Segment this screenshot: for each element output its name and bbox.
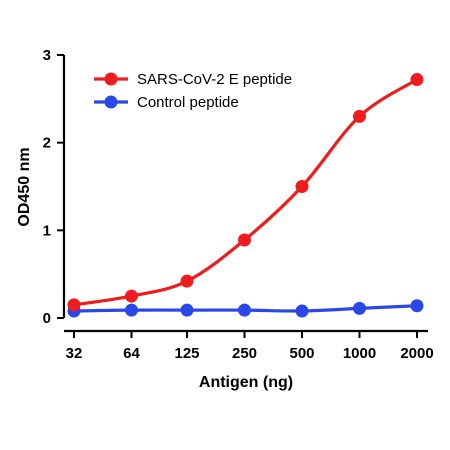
x-tick-label-250: 250 (232, 345, 257, 362)
data-point-sars-cov-2-e-peptide-250 (238, 233, 252, 247)
x-tick-label-32: 32 (66, 345, 83, 362)
legend-marker-sars-cov-2-e-peptide (104, 72, 118, 86)
data-point-control-peptide-64 (124, 303, 138, 317)
series-layer (67, 73, 424, 318)
data-point-control-peptide-125 (180, 303, 194, 317)
y-ticks: 0 1 2 3 (43, 47, 64, 327)
x-tick-label-500: 500 (289, 345, 314, 362)
axes (62, 55, 428, 333)
x-ticks: 32 64 125 250 500 1000 2000 (66, 331, 434, 362)
data-point-sars-cov-2-e-peptide-500 (295, 180, 309, 193)
legend-marker-control-peptide (104, 95, 118, 109)
y-tick-label-1: 1 (43, 222, 51, 239)
data-point-control-peptide-1000 (353, 301, 367, 315)
data-point-sars-cov-2-e-peptide-32 (67, 298, 81, 312)
data-point-sars-cov-2-e-peptide-64 (124, 289, 138, 303)
legend: SARS-CoV-2 E peptide Control peptide (94, 71, 292, 111)
y-axis-title: OD450 nm (16, 147, 33, 226)
legend-label-control-peptide: Control peptide (137, 94, 239, 111)
y-tick-label-3: 3 (43, 47, 51, 64)
x-axis-title: Antigen (ng) (199, 374, 293, 391)
y-tick-label-2: 2 (43, 135, 51, 152)
data-point-sars-cov-2-e-peptide-1000 (353, 109, 367, 123)
y-tick-label-0: 0 (43, 310, 51, 327)
x-tick-label-2000: 2000 (400, 345, 433, 362)
x-tick-label-1000: 1000 (343, 345, 376, 362)
legend-label-sars-cov-2-e-peptide: SARS-CoV-2 E peptide (137, 71, 292, 88)
data-point-control-peptide-250 (238, 303, 252, 317)
data-point-control-peptide-2000 (410, 299, 424, 313)
x-tick-label-125: 125 (175, 345, 200, 362)
x-tick-label-64: 64 (123, 345, 140, 362)
data-point-sars-cov-2-e-peptide-125 (180, 274, 194, 288)
series-line-sars-cov-2-e-peptide (72, 77, 419, 307)
data-point-sars-cov-2-e-peptide-2000 (410, 73, 424, 87)
data-point-control-peptide-500 (295, 304, 309, 318)
